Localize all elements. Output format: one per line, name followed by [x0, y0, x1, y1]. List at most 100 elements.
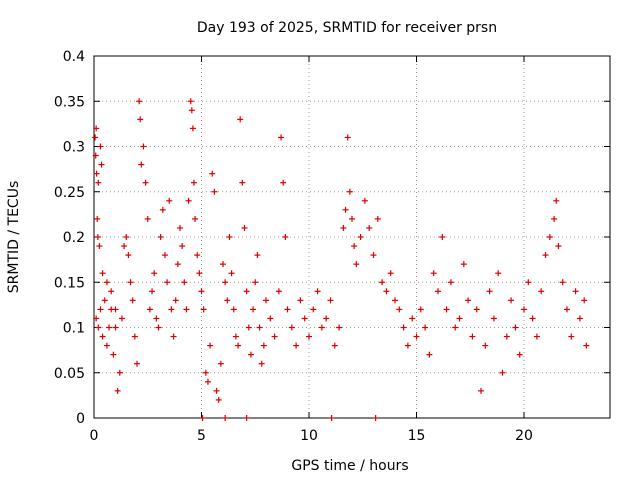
- y-tick-label: 0: [76, 411, 85, 427]
- data-point: [220, 261, 226, 268]
- data-point: [222, 279, 229, 286]
- data-point: [144, 215, 151, 222]
- data-point: [189, 125, 196, 132]
- data-point: [230, 306, 237, 313]
- y-tick-label: 0.35: [54, 94, 85, 110]
- data-point: [164, 279, 171, 286]
- data-point: [559, 279, 566, 286]
- data-point: [533, 333, 540, 340]
- data-point: [98, 161, 105, 168]
- data-point: [267, 315, 274, 322]
- data-points: [92, 98, 590, 421]
- data-point: [136, 98, 143, 105]
- data-point: [542, 252, 549, 259]
- data-point: [183, 306, 190, 313]
- data-point: [101, 297, 108, 304]
- x-tick-label: 0: [90, 428, 99, 444]
- data-point: [314, 288, 321, 295]
- data-point: [435, 288, 441, 295]
- data-point: [155, 324, 162, 331]
- data-point: [94, 234, 101, 240]
- data-point: [172, 297, 179, 304]
- data-point: [553, 197, 560, 204]
- data-point: [482, 342, 489, 349]
- data-point: [185, 197, 192, 204]
- y-tick-label: 0.3: [63, 140, 85, 156]
- data-point: [443, 306, 450, 313]
- data-point: [555, 243, 562, 250]
- data-point: [521, 306, 527, 313]
- data-point: [551, 215, 558, 222]
- data-point: [351, 243, 358, 250]
- data-point: [372, 415, 379, 421]
- data-point: [93, 170, 100, 177]
- data-point: [174, 261, 181, 268]
- data-point: [301, 315, 308, 322]
- data-point: [456, 315, 463, 322]
- data-point: [112, 306, 119, 313]
- data-point: [168, 306, 175, 313]
- data-point: [252, 279, 259, 286]
- data-point: [413, 333, 420, 340]
- data-point: [568, 333, 575, 340]
- data-point: [97, 143, 104, 150]
- data-point: [194, 252, 201, 259]
- data-point: [323, 315, 330, 322]
- data-point: [198, 288, 205, 295]
- data-point: [157, 234, 164, 240]
- data-point: [460, 261, 467, 268]
- data-point: [237, 116, 244, 123]
- data-point: [215, 396, 222, 403]
- data-point: [525, 279, 532, 286]
- data-point: [572, 288, 579, 295]
- chart-title: Day 193 of 2025, SRMTID for receiver prs…: [197, 20, 497, 36]
- data-point: [103, 279, 110, 286]
- data-point: [99, 270, 106, 277]
- data-point: [243, 415, 250, 421]
- data-point: [93, 315, 100, 322]
- data-point: [129, 297, 136, 304]
- data-point: [538, 288, 545, 295]
- data-point: [196, 270, 203, 277]
- data-point: [114, 387, 121, 394]
- data-point: [140, 143, 147, 150]
- grid-lines: [94, 56, 610, 418]
- data-point: [336, 324, 343, 331]
- data-point: [232, 333, 239, 340]
- x-tick-label: 10: [300, 428, 318, 444]
- data-point: [328, 415, 335, 421]
- data-point: [344, 134, 351, 141]
- data-point: [209, 170, 216, 177]
- data-point: [370, 252, 377, 259]
- data-point: [96, 243, 103, 250]
- data-point: [258, 360, 265, 367]
- data-point: [387, 270, 394, 277]
- data-point: [278, 134, 285, 141]
- data-point: [512, 324, 519, 331]
- data-point: [94, 215, 101, 222]
- data-point: [170, 333, 177, 340]
- data-point: [581, 297, 588, 304]
- data-point: [200, 306, 207, 313]
- data-point: [134, 360, 140, 367]
- data-point: [260, 342, 267, 349]
- data-point: [417, 306, 424, 313]
- data-point: [131, 333, 138, 340]
- data-point: [503, 333, 510, 340]
- data-point: [179, 243, 186, 250]
- data-point: [383, 288, 390, 295]
- data-point: [247, 351, 254, 358]
- data-point: [327, 297, 334, 304]
- data-point: [103, 342, 110, 349]
- data-point: [357, 234, 364, 240]
- data-point: [473, 306, 480, 313]
- data-point: [224, 297, 231, 304]
- data-point: [243, 288, 250, 295]
- data-point: [447, 279, 454, 286]
- data-point: [106, 324, 113, 331]
- data-point: [202, 369, 209, 376]
- data-point: [349, 215, 355, 222]
- data-point: [400, 324, 407, 331]
- data-point: [239, 179, 246, 186]
